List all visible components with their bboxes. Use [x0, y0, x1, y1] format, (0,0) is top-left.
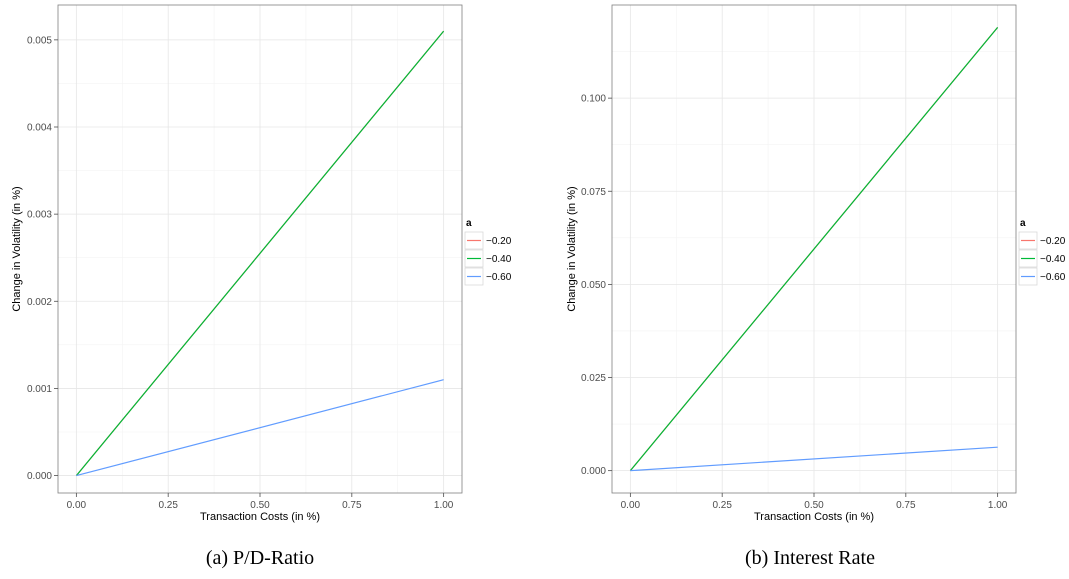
chart-a-x-tick-label-0: 0.00 [67, 500, 87, 511]
chart-b-legend-title: a [1020, 218, 1026, 229]
chart-a-y-tick-label-2: 0.002 [27, 297, 52, 308]
chart-a-legend-label-2: −0.60 [486, 272, 512, 283]
chart-b-legend-label-2: −0.60 [1040, 272, 1066, 283]
chart-a-series-line-2 [76, 379, 444, 477]
chart-a-legend-label-0: −0.20 [486, 236, 512, 247]
chart-b-y-tick-label-3: 0.075 [581, 187, 606, 198]
chart-a-legend-title: a [466, 218, 472, 229]
caption-b: (b) Interest Rate [745, 547, 875, 569]
chart-b-legend-label-0: −0.20 [1040, 236, 1066, 247]
chart-a-x-tick-label-2: 0.50 [250, 500, 270, 511]
chart-a-y-tick-label-3: 0.003 [27, 210, 52, 221]
chart-a-x-tick-label-3: 0.75 [342, 500, 362, 511]
chart-a-y-tick-label-0: 0.000 [27, 471, 52, 482]
chart-a-y-tick-label-5: 0.005 [27, 35, 52, 46]
chart-b-legend-label-1: −0.40 [1040, 254, 1066, 265]
chart-b-series-line-2 [630, 446, 998, 472]
chart-b-y-tick-label-4: 0.100 [581, 94, 606, 105]
chart-a-series-line-1 [75, 30, 445, 476]
chart-a-x-tick-label-1: 0.25 [158, 500, 178, 511]
chart-a-x-axis-title: Transaction Costs (in %) [200, 511, 320, 523]
chart-a-x-tick-label-4: 1.00 [434, 500, 454, 511]
caption-a: (a) P/D-Ratio [205, 547, 315, 569]
chart-b-x-axis-title: Transaction Costs (in %) [754, 511, 874, 523]
chart-b-x-tick-label-3: 0.75 [896, 500, 916, 511]
chart-a-legend-label-1: −0.40 [486, 254, 512, 265]
chart-a-y-tick-label-4: 0.004 [27, 123, 52, 134]
chart-b-y-tick-label-2: 0.050 [581, 280, 606, 291]
chart-b-series-line-1 [629, 26, 999, 472]
chart-b-x-tick-label-1: 0.25 [712, 500, 732, 511]
chart-a-y-axis-title: Change in Volatility (in %) [11, 186, 23, 311]
chart-b-x-tick-label-0: 0.00 [621, 500, 641, 511]
chart-b-y-tick-label-0: 0.000 [581, 466, 606, 477]
chart-b-x-tick-label-4: 1.00 [988, 500, 1008, 511]
chart-b-x-tick-label-2: 0.50 [804, 500, 824, 511]
chart-b-y-axis-title: Change in Volatility (in %) [566, 186, 578, 311]
chart-b-y-tick-label-1: 0.025 [581, 373, 606, 384]
chart-a-y-tick-label-1: 0.001 [27, 384, 52, 395]
